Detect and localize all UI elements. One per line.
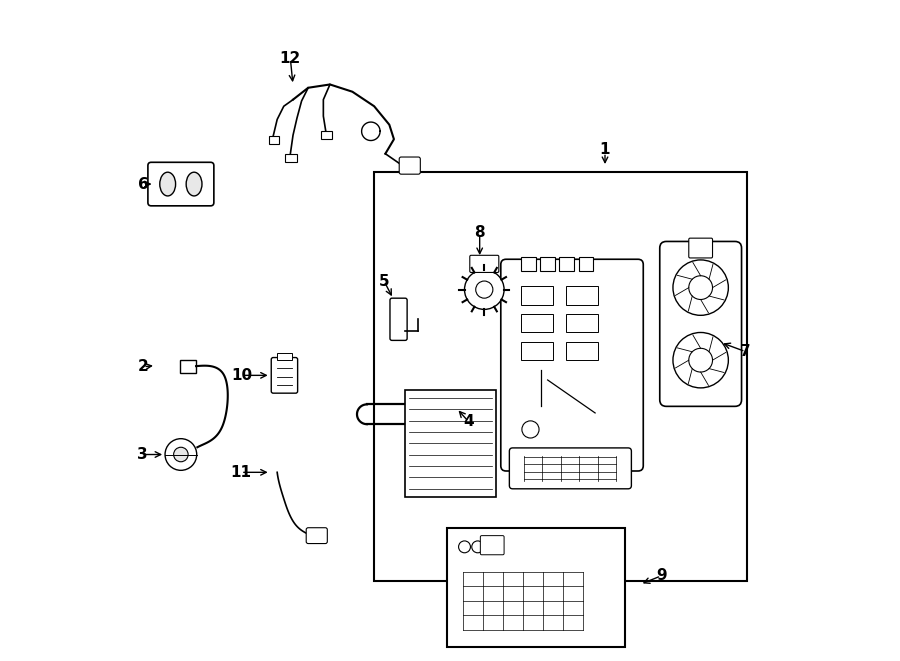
Text: 2: 2 xyxy=(138,360,148,374)
Bar xyxy=(540,256,555,271)
Text: 10: 10 xyxy=(231,368,252,383)
Circle shape xyxy=(673,260,728,315)
Text: 3: 3 xyxy=(137,447,148,462)
Text: 8: 8 xyxy=(474,225,485,241)
Bar xyxy=(521,286,553,305)
FancyBboxPatch shape xyxy=(390,298,407,340)
Circle shape xyxy=(464,270,504,309)
Circle shape xyxy=(476,281,493,298)
Bar xyxy=(521,314,553,332)
Text: 7: 7 xyxy=(740,344,751,359)
Text: 12: 12 xyxy=(280,52,301,66)
Bar xyxy=(579,256,593,271)
Bar xyxy=(521,256,535,271)
Text: 4: 4 xyxy=(464,414,473,429)
FancyBboxPatch shape xyxy=(688,238,713,258)
Circle shape xyxy=(174,447,188,462)
Bar xyxy=(446,528,625,647)
FancyBboxPatch shape xyxy=(148,163,214,206)
FancyBboxPatch shape xyxy=(470,255,499,272)
Circle shape xyxy=(459,541,471,553)
Text: 9: 9 xyxy=(656,568,666,584)
Circle shape xyxy=(673,332,728,388)
FancyBboxPatch shape xyxy=(481,535,504,555)
Bar xyxy=(521,342,553,360)
Bar xyxy=(405,390,496,496)
FancyBboxPatch shape xyxy=(400,157,420,174)
FancyBboxPatch shape xyxy=(306,527,328,543)
Circle shape xyxy=(472,541,483,553)
Bar xyxy=(285,154,297,163)
Bar xyxy=(268,136,279,144)
Circle shape xyxy=(165,439,197,471)
Ellipse shape xyxy=(160,173,176,196)
FancyBboxPatch shape xyxy=(500,259,644,471)
Bar xyxy=(566,286,598,305)
Text: 11: 11 xyxy=(230,465,251,480)
Ellipse shape xyxy=(186,173,202,196)
FancyBboxPatch shape xyxy=(509,448,632,488)
Bar xyxy=(277,353,292,360)
Text: 5: 5 xyxy=(379,274,390,289)
Bar xyxy=(560,256,574,271)
Circle shape xyxy=(688,348,713,372)
Bar xyxy=(374,173,747,581)
Bar xyxy=(180,360,196,373)
Bar xyxy=(321,132,332,139)
Bar xyxy=(566,342,598,360)
Circle shape xyxy=(522,421,539,438)
Bar xyxy=(566,314,598,332)
Circle shape xyxy=(688,276,713,299)
Text: 6: 6 xyxy=(138,176,148,192)
FancyBboxPatch shape xyxy=(660,241,742,407)
Text: 1: 1 xyxy=(599,141,610,157)
FancyBboxPatch shape xyxy=(271,358,298,393)
